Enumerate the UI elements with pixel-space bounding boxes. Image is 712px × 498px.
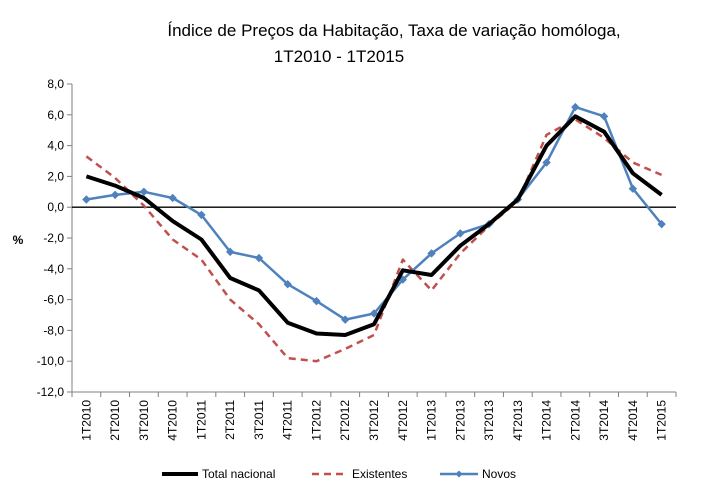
x-tick-label: 2T2011: [223, 400, 237, 440]
x-tick-label: 1T2015: [655, 400, 669, 441]
legend-label-novos: Novos: [482, 467, 516, 481]
legend-marker-novos: [455, 470, 463, 478]
y-tick-label: -10,0: [37, 354, 65, 368]
y-tick-label: -12,0: [37, 385, 65, 399]
x-tick-label: 2T2013: [453, 400, 467, 441]
data-point-novos: [456, 229, 465, 238]
data-point-novos: [571, 102, 580, 112]
data-point-novos: [139, 187, 149, 197]
data-point-novos: [542, 158, 551, 167]
y-tick-label: 8,0: [47, 77, 64, 91]
data-point-novos: [82, 195, 91, 204]
x-tick-label: 3T2013: [482, 400, 496, 441]
data-point-novos: [628, 184, 638, 193]
x-tick-label: 2T2014: [568, 400, 582, 441]
legend-label-total-nacional: Total nacional: [202, 467, 275, 481]
chart-title-line1: Índice de Preços da Habitação, Taxa de v…: [167, 21, 620, 40]
chart-title-line2: 1T2010 - 1T2015: [274, 47, 404, 66]
y-tick-label: -6,0: [43, 293, 64, 307]
x-tick-label: 3T2011: [252, 400, 266, 440]
y-tick-label: 6,0: [47, 108, 64, 122]
data-point-novos: [341, 315, 350, 324]
y-tick-label: 4,0: [47, 139, 64, 153]
x-tick-label: 4T2012: [396, 400, 410, 441]
y-tick-label: -8,0: [43, 323, 64, 337]
data-point-novos: [369, 309, 379, 318]
x-tick-label: 1T2010: [79, 400, 93, 441]
data-point-novos: [427, 249, 436, 258]
data-point-novos: [283, 279, 292, 289]
y-axis-label: %: [13, 233, 24, 247]
data-point-novos: [254, 253, 264, 263]
x-tick-label: 2T2010: [108, 400, 122, 441]
x-tick-label: 3T2012: [367, 400, 381, 441]
legend-label-existentes: Existentes: [352, 467, 407, 481]
data-point-novos: [168, 193, 177, 203]
x-tick-label: 1T2011: [194, 400, 208, 440]
x-tick-label: 4T2013: [511, 400, 525, 441]
y-tick-label: -4,0: [43, 262, 64, 276]
data-point-novos: [312, 296, 321, 306]
x-tick-label: 4T2011: [281, 400, 295, 440]
x-tick-label: 1T2012: [309, 400, 323, 441]
y-tick-label: -2,0: [43, 231, 64, 245]
x-tick-label: 3T2014: [597, 400, 611, 441]
y-tick-label: 2,0: [47, 169, 64, 183]
data-point-novos: [225, 247, 235, 257]
series-line-total-nacional: [85, 114, 663, 337]
series-line-novos: [86, 105, 663, 321]
x-tick-label: 2T2012: [338, 400, 352, 441]
data-point-novos: [110, 190, 120, 200]
x-tick-label: 4T2010: [166, 400, 180, 441]
x-tick-label: 4T2014: [626, 400, 640, 441]
data-point-novos: [599, 112, 609, 121]
data-point-novos: [197, 210, 206, 220]
data-point-novos: [657, 219, 666, 229]
x-tick-label: 3T2010: [137, 400, 151, 441]
x-tick-label: 1T2013: [425, 400, 439, 441]
y-tick-label: 0,0: [47, 200, 64, 214]
x-tick-label: 1T2014: [540, 400, 554, 441]
